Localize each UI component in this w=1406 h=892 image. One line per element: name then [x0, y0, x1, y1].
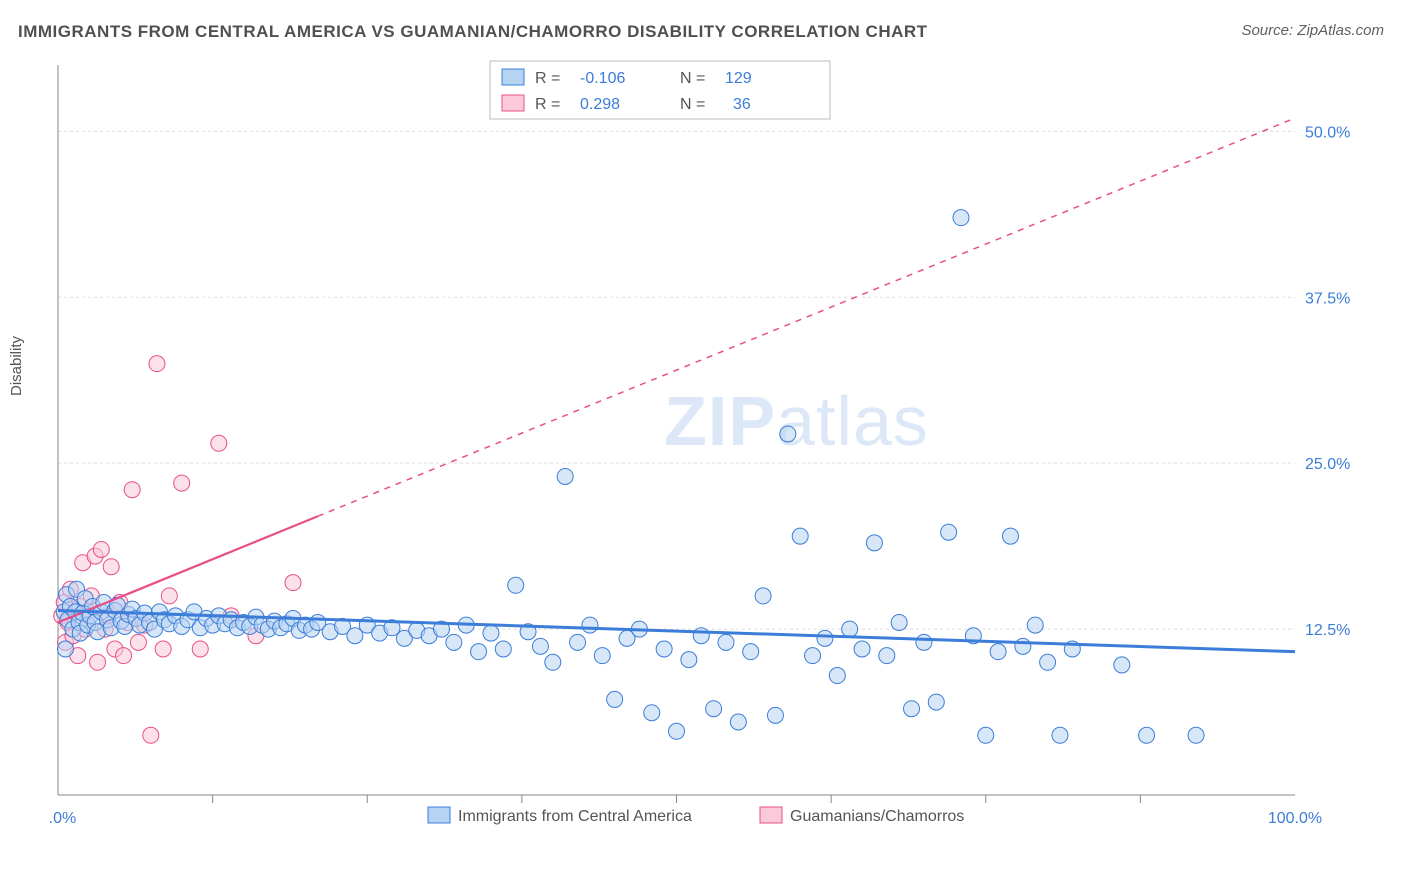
point-blue [1114, 657, 1130, 673]
point-pink [124, 482, 140, 498]
point-pink [93, 541, 109, 557]
point-pink [174, 475, 190, 491]
point-blue [644, 705, 660, 721]
legend-n-pink: 36 [733, 96, 751, 113]
point-blue [57, 641, 73, 657]
point-blue [582, 617, 598, 633]
point-blue [446, 634, 462, 650]
series-pink [54, 356, 301, 744]
y-tick-label: 25.0% [1305, 456, 1350, 473]
point-pink [116, 648, 132, 664]
point-pink [130, 634, 146, 650]
point-blue [904, 701, 920, 717]
legend-r-blue: -0.106 [580, 70, 625, 87]
point-blue [941, 524, 957, 540]
point-blue [545, 654, 561, 670]
point-pink [161, 588, 177, 604]
point-pink [285, 575, 301, 591]
legend-r-label: R = [535, 70, 560, 87]
bottom-swatch-blue [428, 807, 450, 823]
point-blue [1052, 727, 1068, 743]
chart-container: IMMIGRANTS FROM CENTRAL AMERICA VS GUAMA… [0, 0, 1406, 892]
point-blue [495, 641, 511, 657]
y-tick-label: 12.5% [1305, 622, 1350, 639]
point-blue [780, 426, 796, 442]
point-blue [607, 691, 623, 707]
point-blue [1040, 654, 1056, 670]
legend-swatch-pink [502, 95, 524, 111]
x-label-right: 100.0% [1268, 810, 1322, 827]
point-blue [990, 644, 1006, 660]
bottom-swatch-pink [760, 807, 782, 823]
legend-n-blue: 129 [725, 70, 752, 87]
point-blue [557, 468, 573, 484]
point-blue [792, 528, 808, 544]
point-pink [103, 559, 119, 575]
point-pink [211, 435, 227, 451]
point-blue [978, 727, 994, 743]
point-blue [693, 628, 709, 644]
legend-n-label: N = [680, 70, 705, 87]
point-blue [471, 644, 487, 660]
chart-title: IMMIGRANTS FROM CENTRAL AMERICA VS GUAMA… [18, 22, 928, 42]
y-tick-label: 37.5% [1305, 290, 1350, 307]
chart-source: Source: ZipAtlas.com [1241, 22, 1384, 39]
bottom-label-blue: Immigrants from Central America [458, 808, 692, 825]
point-blue [916, 634, 932, 650]
point-blue [879, 648, 895, 664]
point-blue [891, 614, 907, 630]
series-blue [56, 210, 1204, 744]
point-blue [767, 707, 783, 723]
legend-r-pink: 0.298 [580, 96, 620, 113]
legend-swatch-blue [502, 69, 524, 85]
point-blue [706, 701, 722, 717]
point-blue [842, 621, 858, 637]
point-blue [656, 641, 672, 657]
point-blue [718, 634, 734, 650]
point-blue [755, 588, 771, 604]
point-blue [1002, 528, 1018, 544]
point-pink [143, 727, 159, 743]
point-pink [149, 356, 165, 372]
legend-n-label: N = [680, 96, 705, 113]
point-blue [866, 535, 882, 551]
point-blue [1015, 638, 1031, 654]
point-pink [155, 641, 171, 657]
point-blue [508, 577, 524, 593]
point-blue [743, 644, 759, 660]
point-blue [681, 652, 697, 668]
y-tick-label: 50.0% [1305, 124, 1350, 141]
point-blue [805, 648, 821, 664]
watermark: ZIPatlas [664, 382, 929, 460]
point-blue [817, 630, 833, 646]
point-pink [192, 641, 208, 657]
point-blue [594, 648, 610, 664]
y-axis-label: Disability [8, 336, 25, 396]
point-blue [829, 668, 845, 684]
point-blue [928, 694, 944, 710]
point-pink [90, 654, 106, 670]
point-blue [483, 625, 499, 641]
plot-area: ZIPatlas 12.5% 25.0% 37.5% 50.0% 0.0% 100.0% R … [50, 55, 1350, 835]
point-blue [1027, 617, 1043, 633]
bottom-label-pink: Guamanians/Chamorros [790, 808, 964, 825]
point-blue [953, 210, 969, 226]
point-blue [1139, 727, 1155, 743]
legend-r-label: R = [535, 96, 560, 113]
point-blue [570, 634, 586, 650]
point-blue [532, 638, 548, 654]
point-blue [854, 641, 870, 657]
point-blue [730, 714, 746, 730]
point-blue [669, 723, 685, 739]
point-blue [1188, 727, 1204, 743]
x-label-left: 0.0% [50, 810, 76, 827]
